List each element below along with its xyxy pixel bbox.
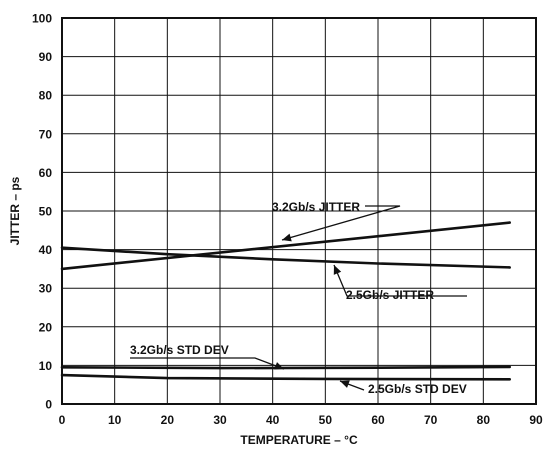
leader-line-3-2gb-s-std-dev: [130, 357, 285, 370]
y-tick-label: 10: [39, 359, 53, 373]
series-annotations: 3.2Gb/s JITTER 2.5Gb/s JITTER 3.2Gb/s STD …: [130, 200, 467, 396]
x-tick-label: 0: [59, 413, 66, 427]
series-line-3-2gb-s-jitter: [60, 221, 512, 271]
x-tick-label: 20: [161, 413, 175, 427]
x-tick-label: 60: [371, 413, 385, 427]
y-tick-label: 70: [39, 127, 53, 141]
y-tick-label: 20: [39, 320, 53, 334]
y-tick-label: 90: [39, 50, 53, 64]
series-label-2-5gb-s-std-dev: 2.5Gb/s STD DEV: [368, 382, 467, 396]
arrowhead-3-2gb-s-std-dev: [274, 362, 284, 370]
y-tick-label: 50: [39, 205, 53, 219]
x-tick-label: 10: [108, 413, 122, 427]
x-tick-label: 90: [529, 413, 543, 427]
x-tick-label: 30: [213, 413, 227, 427]
series-line-2-5gb-s-jitter: [60, 246, 512, 269]
x-tick-label: 50: [319, 413, 333, 427]
y-axis-label: JITTER – ps: [8, 176, 22, 245]
x-tick-label: 70: [424, 413, 438, 427]
y-tick-label: 0: [45, 398, 52, 412]
x-axis-label: TEMPERATURE – °C: [240, 433, 358, 447]
x-tick-label: 40: [266, 413, 280, 427]
x-tick-label: 80: [477, 413, 491, 427]
leader-line-3-2gb-s-jitter: [281, 205, 401, 241]
y-tick-label: 40: [39, 243, 53, 257]
plot-frame: [61, 17, 537, 405]
arrowhead-2-5gb-s-jitter: [333, 265, 342, 275]
y-tick-label: 30: [39, 282, 53, 296]
series-label-3-2gb-s-std-dev: 3.2Gb/s STD DEV: [130, 343, 229, 357]
series-line-2-5gb-s-std-dev: [60, 373, 512, 381]
leader-line-2-5gb-s-jitter: [333, 264, 467, 297]
y-tick-label: 60: [39, 166, 53, 180]
series-label-2-5gb-s-jitter: 2.5Gb/s JITTER: [346, 288, 434, 302]
x-tick-labels: 0 10 20 30 40 50 60 70 80 90: [59, 413, 543, 427]
series-lines: [60, 221, 512, 381]
arrowhead-2-5gb-s-std-dev: [340, 380, 350, 388]
series-line-3-2gb-s-std-dev: [60, 365, 512, 370]
series-label-3-2gb-s-jitter: 3.2Gb/s JITTER: [272, 200, 360, 214]
arrowhead-3-2gb-s-jitter: [282, 233, 292, 242]
y-tick-labels: 0 10 20 30 40 50 60 70 80 90 100: [32, 12, 52, 412]
y-tick-label: 80: [39, 89, 53, 103]
y-tick-label: 100: [32, 12, 52, 26]
